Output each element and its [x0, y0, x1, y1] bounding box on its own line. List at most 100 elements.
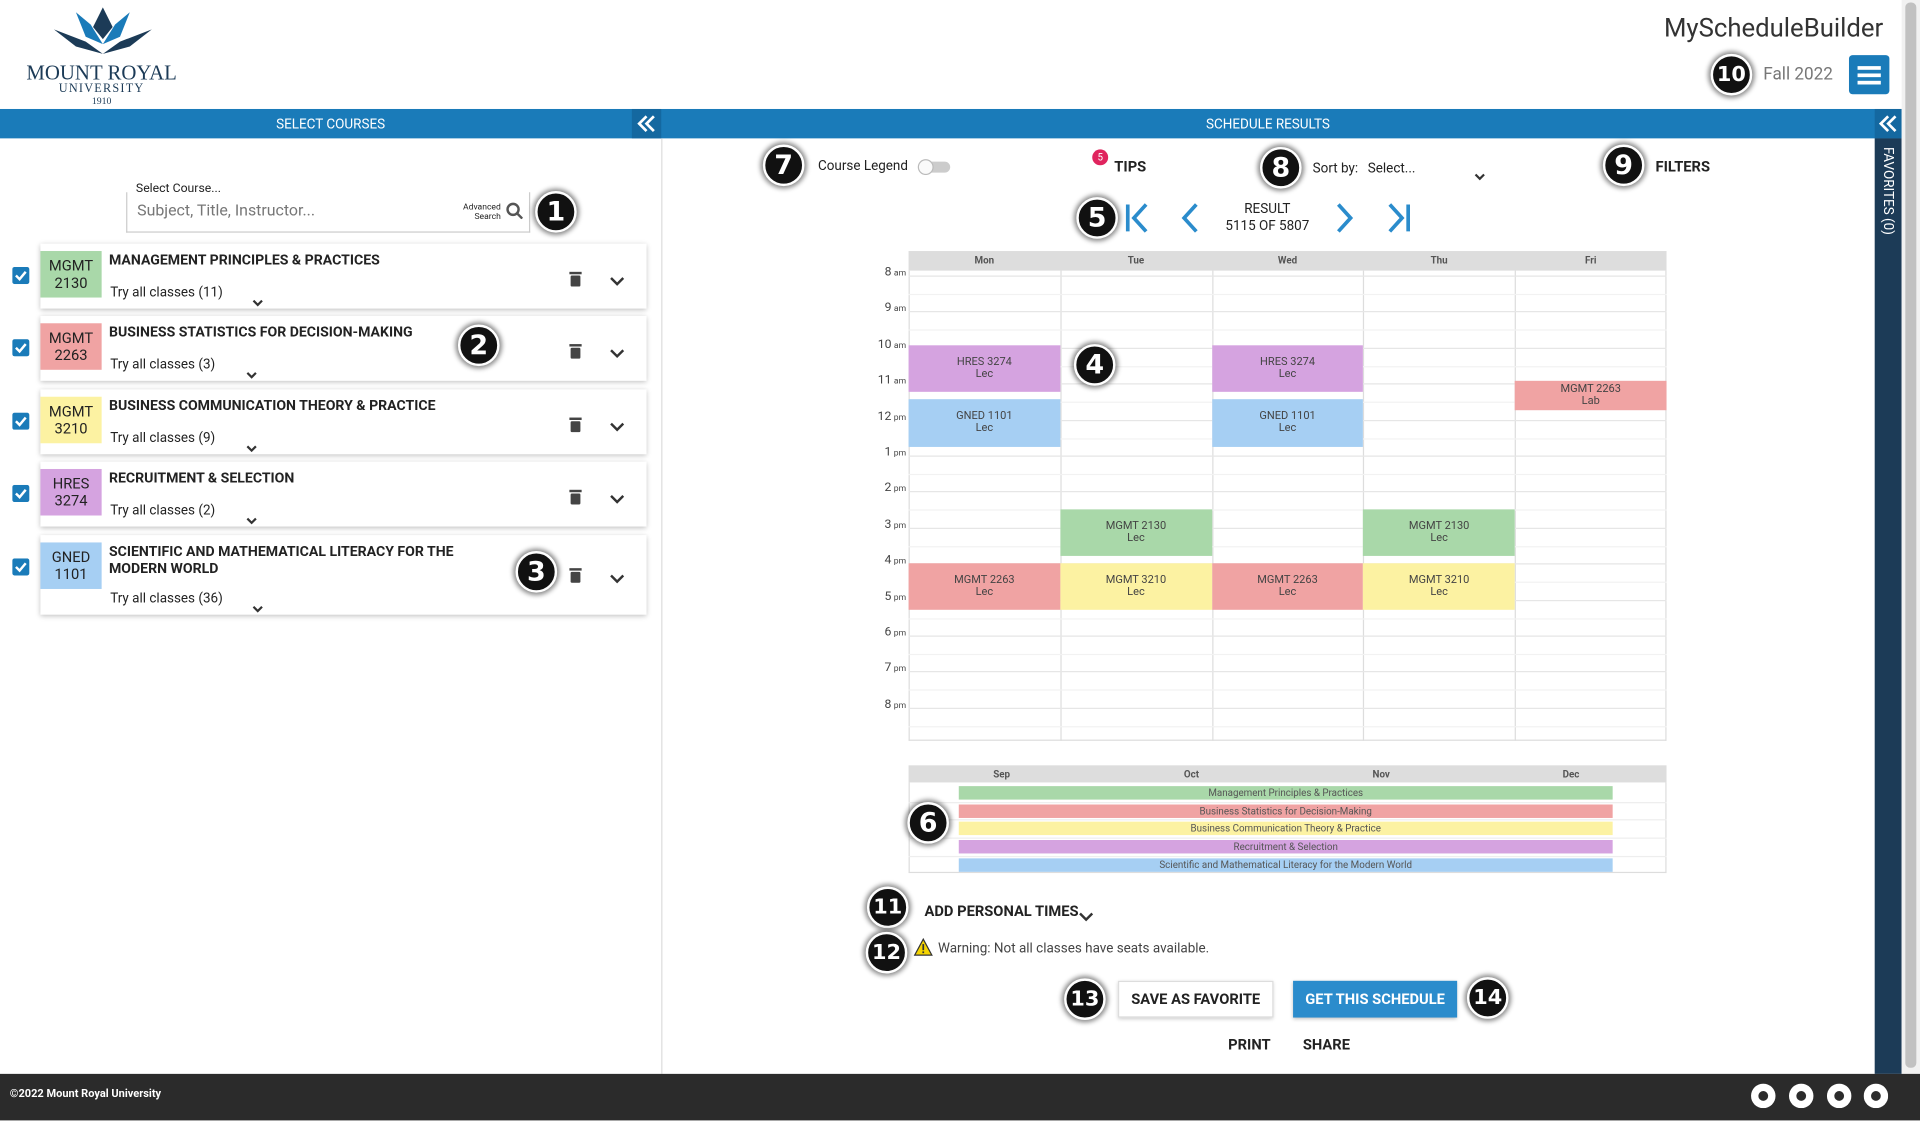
- callout: 4: [1073, 344, 1116, 386]
- calendar-event[interactable]: MGMT 3210 Lec: [1060, 562, 1212, 610]
- calendar-event[interactable]: MGMT 2263 Lec: [1211, 562, 1364, 610]
- calendar-event[interactable]: MGMT 2130 Lec: [1363, 508, 1515, 556]
- advanced-search[interactable]: Advanced: [463, 202, 501, 212]
- course-number: 1101: [54, 565, 88, 583]
- hour: 8: [884, 265, 892, 280]
- button-label: SAVE AS FAVORITE: [1131, 990, 1261, 1008]
- sort-select[interactable]: Select...: [1362, 156, 1489, 181]
- dropdown-icon[interactable]: [246, 435, 257, 458]
- try-all-classes[interactable]: Try all classes (11): [110, 284, 223, 301]
- term-line: [908, 819, 1667, 821]
- calendar-event[interactable]: GNED 1101 Lec: [1211, 399, 1364, 447]
- delete-button[interactable]: [568, 564, 583, 587]
- delete-button[interactable]: [568, 414, 583, 437]
- course-subject: MGMT: [48, 402, 94, 421]
- get-schedule-button[interactable]: GET THIS SCHEDULE: [1293, 980, 1458, 1018]
- app-title: MyScheduleBuilder: [1663, 14, 1884, 45]
- button-label: GET THIS SCHEDULE: [1305, 990, 1445, 1008]
- course-number: 3210: [54, 420, 88, 438]
- social-icon[interactable]: [1788, 1083, 1814, 1113]
- social-icon[interactable]: [1863, 1083, 1889, 1113]
- hour-label: 2 pm: [857, 482, 906, 495]
- sort-value: Select...: [1367, 160, 1416, 177]
- checkbox[interactable]: [12, 338, 30, 361]
- collapse-button[interactable]: [631, 108, 662, 139]
- hour: 1: [884, 445, 892, 460]
- dropdown-icon[interactable]: [252, 289, 263, 312]
- ampm: pm: [893, 628, 907, 638]
- event-kind: Lec: [1278, 368, 1297, 381]
- footer-text: ©2022 Mount Royal University: [9, 1088, 162, 1101]
- dropdown-icon[interactable]: [252, 595, 263, 618]
- checkbox[interactable]: [12, 266, 30, 289]
- course-card: MGMT 2130 MANAGEMENT PRINCIPLES & PRACTICE…: [40, 243, 647, 312]
- nav-button[interactable]: [1124, 202, 1151, 239]
- calendar-event[interactable]: HRES 3274 Lec: [1211, 345, 1364, 392]
- event-kind: Lec: [1127, 586, 1145, 599]
- menu-button[interactable]: [1848, 55, 1890, 95]
- hour-line: [908, 689, 1667, 692]
- social-icon[interactable]: [1751, 1083, 1776, 1113]
- nav-button[interactable]: [1179, 202, 1201, 239]
- hour-line: [908, 293, 1667, 296]
- callout: 7: [762, 144, 805, 187]
- search-icon[interactable]: [506, 201, 524, 224]
- add-personal-times[interactable]: ADD PERSONAL TIMES: [924, 902, 1079, 920]
- try-all-classes[interactable]: Try all classes (9): [110, 429, 216, 446]
- logo-text: MOUNT ROYAL: [26, 61, 177, 85]
- dropdown-icon[interactable]: [246, 507, 257, 530]
- event-kind: Lec: [1278, 422, 1297, 436]
- save-favorite-button[interactable]: SAVE AS FAVORITE: [1117, 980, 1274, 1018]
- social-icon[interactable]: [1826, 1083, 1852, 1113]
- event-course: MGMT 2130: [1105, 520, 1167, 533]
- ampm: am: [893, 304, 907, 314]
- hour-line: [908, 725, 1667, 728]
- tips-button[interactable]: TIPS: [1114, 157, 1147, 176]
- toggle[interactable]: [916, 157, 953, 180]
- nav-button[interactable]: [1333, 202, 1355, 239]
- hour-line: [908, 509, 1667, 512]
- expand-button[interactable]: [609, 567, 626, 590]
- callout: 2: [457, 324, 500, 367]
- event-kind: Lec: [1430, 586, 1448, 599]
- hour: 2: [884, 481, 892, 496]
- delete-button[interactable]: [568, 340, 583, 363]
- hour-line: [908, 311, 1667, 313]
- checkbox[interactable]: [12, 484, 30, 507]
- collapse-button[interactable]: [1874, 108, 1902, 139]
- print-button[interactable]: PRINT: [1228, 1035, 1271, 1054]
- checkbox[interactable]: [12, 557, 30, 580]
- ampm: am: [893, 340, 907, 350]
- delete-button[interactable]: [568, 268, 583, 291]
- calendar-event[interactable]: MGMT 2263 Lec: [908, 562, 1061, 610]
- calendar-event[interactable]: MGMT 2263 Lab: [1514, 381, 1667, 410]
- delete-button[interactable]: [568, 486, 583, 509]
- expand-button[interactable]: [609, 269, 626, 292]
- try-all-classes[interactable]: Try all classes (2): [110, 502, 216, 518]
- expand-button[interactable]: [609, 342, 626, 365]
- hour-line: [908, 707, 1667, 709]
- month-label: Oct: [1183, 768, 1200, 781]
- hour: 8: [884, 697, 892, 712]
- nav-button[interactable]: [1385, 202, 1412, 239]
- expand-button[interactable]: [609, 415, 626, 438]
- calendar-event[interactable]: MGMT 3210 Lec: [1363, 562, 1515, 610]
- checkbox[interactable]: [12, 411, 30, 434]
- filters-button[interactable]: FILTERS: [1655, 157, 1711, 176]
- term: Fall 2022: [1763, 64, 1833, 85]
- dropdown-icon[interactable]: [1078, 905, 1095, 928]
- dropdown-icon[interactable]: [246, 361, 257, 384]
- calendar-event[interactable]: HRES 3274 Lec: [908, 345, 1061, 392]
- calendar-event[interactable]: GNED 1101 Lec: [908, 399, 1061, 447]
- try-all-classes[interactable]: Try all classes (36): [110, 590, 223, 607]
- hour-label: 7 pm: [857, 662, 906, 675]
- search-box[interactable]: Subject, Title, Instructor... Advanced Sea…: [126, 192, 531, 233]
- calendar-event[interactable]: MGMT 2130 Lec: [1060, 508, 1212, 556]
- ampm: pm: [893, 592, 907, 602]
- share-button[interactable]: SHARE: [1302, 1035, 1350, 1054]
- advanced-search[interactable]: Search: [474, 211, 501, 222]
- expand-button[interactable]: [609, 487, 626, 510]
- term-bar: Recruitment & Selection: [958, 840, 1613, 854]
- favorites-label[interactable]: FAVORITES (0): [1880, 146, 1897, 235]
- try-all-classes[interactable]: Try all classes (3): [110, 356, 216, 373]
